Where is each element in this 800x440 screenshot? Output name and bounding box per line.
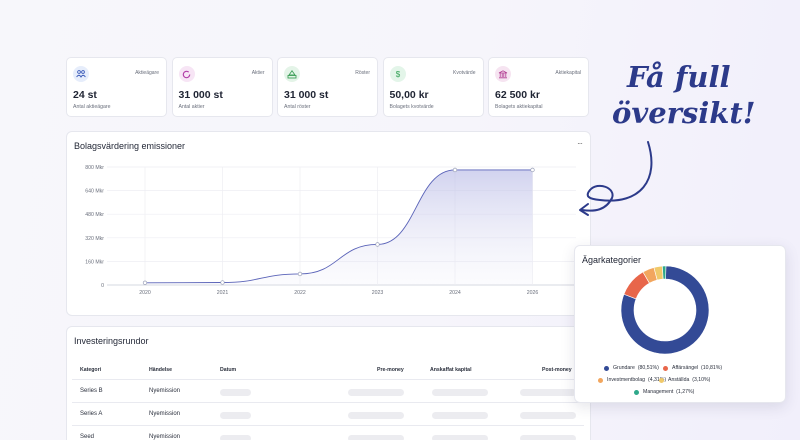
legend-dot bbox=[659, 377, 664, 383]
stat-label: Röster bbox=[355, 70, 370, 76]
legend-label: Affärsängel bbox=[672, 365, 699, 371]
table-header[interactable]: Händelse bbox=[149, 367, 173, 373]
stat-value: 31 000 st bbox=[178, 89, 223, 101]
legend-label: Management bbox=[643, 389, 674, 395]
stat-value: 62 500 kr bbox=[495, 89, 540, 101]
legend-percent: (3,10%) bbox=[692, 377, 711, 383]
legend-item: Affärsängel (10,81%) bbox=[663, 365, 722, 371]
legend-item: Management (1,27%) bbox=[634, 389, 694, 395]
stat-value: 31 000 st bbox=[284, 89, 329, 101]
vote-icon bbox=[284, 66, 300, 82]
table-divider bbox=[72, 379, 584, 380]
bank-icon bbox=[495, 66, 511, 82]
cell-handelse: Nyemission bbox=[149, 434, 181, 440]
legend-label: Anställda bbox=[668, 377, 690, 383]
table-header[interactable]: Datum bbox=[220, 367, 237, 373]
rounds-title: Investeringsrundor bbox=[74, 336, 149, 346]
table-header[interactable]: Anskaffat kapital bbox=[430, 367, 472, 373]
valuation-title: Bolagsvärdering emissioner bbox=[74, 141, 186, 151]
table-header[interactable]: Kategori bbox=[80, 367, 102, 373]
stat-card: Aktier 31 000 st Antal aktier bbox=[171, 57, 273, 117]
cell-kategori: Seed bbox=[80, 434, 95, 440]
callout-line-1: Få full bbox=[627, 60, 731, 94]
stat-value: 24 st bbox=[73, 89, 97, 101]
stat-card: Aktiekapital 62 500 kr Bolagets aktiekap… bbox=[488, 57, 589, 117]
stat-label: Aktieägare bbox=[135, 70, 159, 76]
stat-description: Antal röster bbox=[284, 104, 311, 110]
cell-datum-placeholder bbox=[220, 389, 251, 396]
owners-title: Ägarkategorier bbox=[582, 255, 642, 265]
rounds-panel: Investeringsrundor bbox=[66, 326, 591, 440]
cell-capital-placeholder bbox=[432, 412, 488, 419]
cell-kategori: Series B bbox=[80, 388, 103, 394]
cell-handelse: Nyemission bbox=[149, 388, 181, 394]
cell-capital-placeholder bbox=[432, 435, 488, 440]
table-header[interactable]: Post-money bbox=[542, 367, 572, 373]
stat-value: 50,00 kr bbox=[389, 89, 429, 101]
stat-description: Bolagets kvotvärde bbox=[389, 104, 434, 110]
cell-post-money-placeholder bbox=[520, 412, 576, 419]
cell-kategori: Series A bbox=[80, 411, 103, 417]
legend-dot bbox=[604, 365, 609, 371]
legend-item: Anställda (3,10%) bbox=[659, 377, 710, 383]
svg-text:$: $ bbox=[395, 70, 400, 79]
stat-card: Aktieägare 24 st Antal aktieägare bbox=[66, 57, 167, 117]
stat-card: $ Kvotvärde 50,00 kr Bolagets kvotvärde bbox=[382, 57, 484, 117]
cell-handelse: Nyemission bbox=[149, 411, 181, 417]
stat-description: Bolagets aktiekapital bbox=[495, 104, 543, 110]
cell-pre-money-placeholder bbox=[348, 389, 404, 396]
legend-dot bbox=[663, 365, 668, 371]
cell-pre-money-placeholder bbox=[348, 435, 404, 440]
circle-icon bbox=[178, 66, 195, 82]
legend-percent: (1,27%) bbox=[676, 389, 695, 395]
legend-item: Grundare (80,51%) bbox=[604, 365, 659, 371]
stat-card: Röster 31 000 st Antal röster bbox=[277, 57, 378, 117]
stat-description: Antal aktieägare bbox=[73, 104, 111, 110]
cell-pre-money-placeholder bbox=[348, 412, 404, 419]
stat-label: Kvotvärde bbox=[452, 70, 476, 76]
table-header[interactable]: Pre-money bbox=[377, 367, 404, 373]
table-divider bbox=[72, 425, 584, 426]
cell-datum-placeholder bbox=[220, 435, 251, 440]
table-divider bbox=[72, 402, 584, 403]
stat-description: Antal aktier bbox=[178, 104, 205, 110]
legend-percent: (80,51%) bbox=[637, 365, 659, 371]
valuation-panel: Bolagsvärdering emissioner ··· bbox=[66, 131, 591, 316]
legend-percent: (4,31%) bbox=[647, 377, 667, 383]
stat-label: Aktiekapital bbox=[555, 70, 581, 76]
legend-dot bbox=[598, 377, 603, 383]
cell-capital-placeholder bbox=[432, 389, 488, 396]
cell-post-money-placeholder bbox=[520, 435, 576, 440]
dollar-icon: $ bbox=[389, 66, 406, 82]
legend-item: Investmentbolag (4,31%) bbox=[598, 377, 666, 383]
callout-line-2: översikt! bbox=[612, 96, 756, 130]
people-icon bbox=[73, 66, 89, 82]
stat-label: Aktier bbox=[251, 70, 265, 76]
legend-label: Grundare bbox=[613, 365, 635, 371]
valuation-menu-button[interactable]: ··· bbox=[577, 139, 583, 148]
cell-post-money-placeholder bbox=[520, 389, 576, 396]
legend-dot bbox=[634, 389, 639, 395]
legend-label: Investmentbolag bbox=[607, 377, 646, 383]
cell-datum-placeholder bbox=[220, 412, 251, 419]
legend-percent: (10,81%) bbox=[701, 365, 723, 371]
